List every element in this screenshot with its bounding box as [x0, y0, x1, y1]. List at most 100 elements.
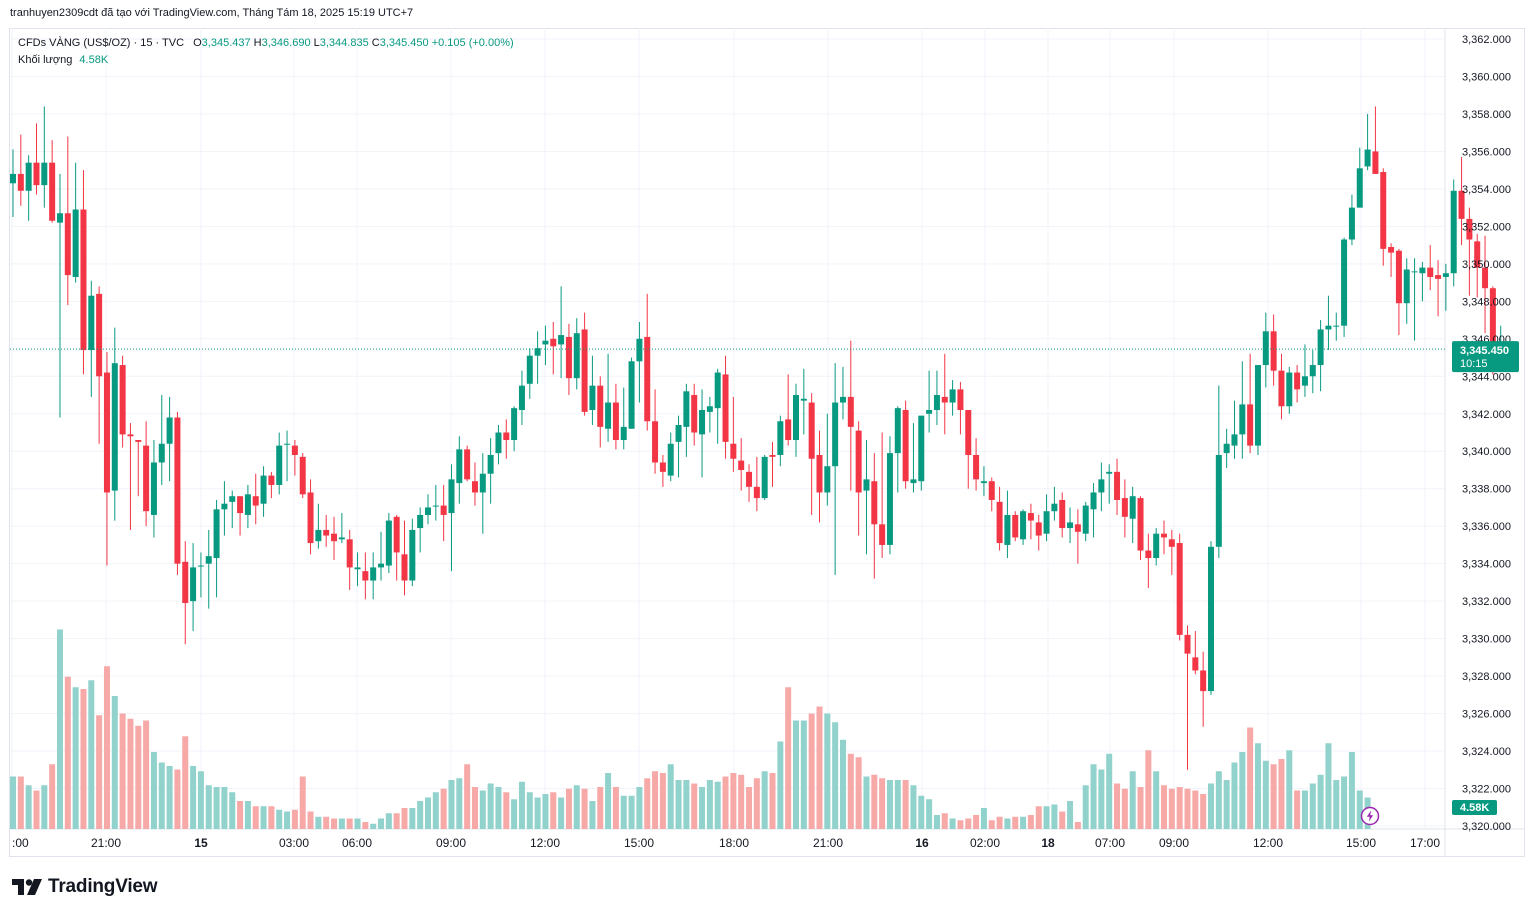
candle-down [119, 355, 126, 448]
candle-body [1207, 546, 1214, 692]
price-tick-label: 3,328.000 [1462, 671, 1511, 683]
candle-body [1317, 329, 1324, 366]
candle-body [573, 333, 580, 379]
candle-up [926, 370, 933, 433]
lightning-icon[interactable] [1360, 806, 1380, 826]
volume-tag: 4.58K [1452, 800, 1497, 815]
volume-bar-up [918, 795, 925, 829]
candle-body [894, 408, 901, 454]
volume-bar-up [1090, 764, 1097, 829]
legend-volume-row: Khối lượng 4.58K [18, 52, 514, 69]
candle-up [628, 357, 635, 429]
volume-bar-down [96, 715, 103, 829]
volume-bar-down [597, 787, 604, 829]
candle-body [370, 567, 377, 581]
volume-bar-down [855, 757, 862, 829]
volume-bar-up [699, 787, 706, 829]
symbol-name[interactable]: CFDs VÀNG (US$/OZ) · 15 · TVC [18, 37, 185, 49]
candle-body [871, 481, 878, 525]
candle-down [730, 396, 737, 472]
volume-bar-up [150, 752, 157, 829]
candle-body [205, 556, 212, 564]
candle-up [714, 368, 721, 444]
volume-bar-down [612, 787, 619, 829]
candle-up [980, 466, 987, 497]
chart-frame[interactable] [9, 28, 1525, 857]
candle-body [628, 361, 635, 429]
candle-body [17, 173, 24, 191]
volume-bar-up [824, 713, 831, 829]
candle-up [158, 395, 165, 485]
candle-body [362, 571, 369, 581]
price-axis-labels: 3,362.000 3,360.000 3,358.000 3,356.000 3,35… [1462, 34, 1511, 833]
candle-body [1474, 241, 1481, 268]
price-tick-label: 3,352.000 [1462, 221, 1511, 233]
candle-body [111, 363, 118, 491]
volume-bar-up [1215, 771, 1222, 829]
volume-bar-down [1184, 788, 1191, 829]
candle-down [323, 514, 330, 547]
candle-down [135, 439, 142, 497]
volume-bar-up [511, 799, 518, 829]
volume-bar-up [949, 818, 956, 829]
candle-down [362, 552, 369, 600]
volume-bar-down [49, 764, 56, 829]
volume-bar-up [25, 785, 32, 829]
candle-down [957, 381, 964, 435]
candle-up [518, 370, 525, 426]
candle-body [1067, 522, 1074, 529]
volume-label[interactable]: Khối lượng [18, 54, 73, 66]
candle-up [1239, 361, 1246, 459]
volume-bar-down [1161, 785, 1168, 829]
candle-up [1223, 428, 1230, 469]
candle-body [143, 445, 150, 512]
volume-bar-up [385, 813, 392, 829]
candle-body [284, 443, 291, 445]
volume-bar-down [64, 676, 71, 829]
candle-down [237, 496, 244, 536]
candle-body [1372, 151, 1379, 174]
volume-bar-up [10, 776, 16, 829]
candle-down [847, 340, 854, 491]
price-tick-label: 3,326.000 [1462, 709, 1511, 721]
candle-down [33, 123, 40, 195]
candle-body [1450, 190, 1457, 274]
candle-body [1442, 273, 1449, 277]
volume-bar-down [1278, 759, 1285, 829]
volume-bar-up [276, 809, 283, 829]
candle-down [307, 479, 314, 555]
candle-body [644, 336, 651, 422]
candle-down [1474, 233, 1481, 298]
candle-body [378, 563, 385, 568]
candle-body [432, 505, 439, 507]
volume-bar-up [88, 680, 95, 829]
candle-down [1270, 314, 1277, 386]
candle-down [1145, 533, 1152, 589]
volume-bar-up [495, 787, 502, 829]
candle-body [558, 335, 565, 345]
candle-body [1192, 657, 1199, 671]
candle-down [973, 438, 980, 491]
candle-body [550, 338, 557, 347]
candle-body [1325, 325, 1332, 330]
tradingview-logo[interactable]: TradingView [12, 876, 158, 898]
high-label: H [253, 37, 262, 49]
volume-bar-up [354, 818, 361, 829]
candle-body [620, 426, 627, 440]
candle-body [1482, 267, 1489, 289]
close-label: C [371, 37, 380, 49]
candle-body [1294, 372, 1301, 390]
time-tick-label: 17:00 [1410, 836, 1440, 850]
candle-body [800, 398, 807, 401]
candle-down [1278, 353, 1285, 420]
volume-bar-up [56, 629, 63, 829]
candle-up [1348, 194, 1355, 246]
volume-bar-up [980, 808, 987, 829]
candle-body [996, 501, 1003, 544]
candle-body [855, 430, 862, 493]
candle-body [652, 421, 659, 463]
price-tick-label: 3,354.000 [1462, 184, 1511, 196]
price-tick-label: 3,338.000 [1462, 484, 1511, 496]
candle-body [980, 481, 987, 484]
